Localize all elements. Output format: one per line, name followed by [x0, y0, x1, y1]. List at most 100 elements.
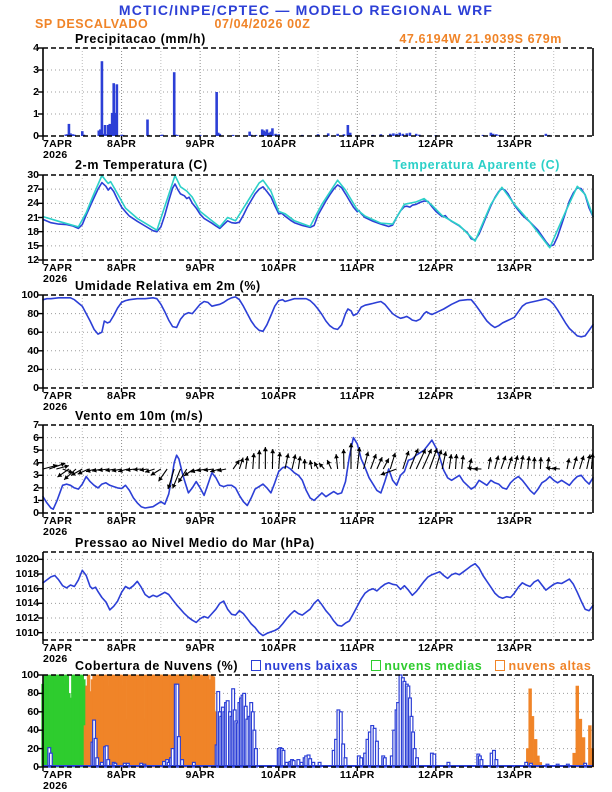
panel-title-precipitation: Precipitacao (mm/h) — [75, 32, 206, 46]
x-tick-label-pressure: 12APR — [418, 642, 454, 654]
x-tick-label-humidity: 11APR — [339, 390, 375, 402]
x-tick-label-precipitation: 10APR — [261, 138, 297, 150]
y-tick-label-pressure: 1012 — [15, 612, 39, 624]
x-axis-year-label-cloud-cover: 2026 — [43, 780, 68, 792]
y-tick-label-temperature: 15 — [27, 239, 39, 252]
y-tick-label-wind: 5 — [33, 444, 39, 457]
x-tick-label-temperature: 11APR — [339, 262, 375, 274]
x-tick-label-precipitation: 7APR — [43, 138, 73, 150]
x-tick-label-cloud-cover: 13APR — [496, 769, 533, 781]
chart-pressure — [38, 551, 594, 644]
y-tick-label-temperature: 21 — [27, 211, 39, 224]
legend-item-low-clouds: nuvens baixas — [251, 659, 358, 673]
plot-frame — [38, 174, 594, 264]
series-pressure — [42, 562, 594, 637]
series-precipitation — [64, 61, 551, 137]
y-tick-label-cloud-cover: 0 — [33, 761, 39, 773]
chart-wind — [38, 424, 595, 517]
chart-humidity — [38, 294, 594, 392]
x-tick-label-precipitation: 9APR — [185, 138, 215, 150]
station-label: SP DESCALVADO — [35, 17, 149, 31]
x-tick-label-pressure: 8APR — [106, 642, 137, 654]
x-tick-label-wind: 10APR — [261, 515, 297, 527]
y-tick-label-temperature: 30 — [27, 169, 39, 181]
x-tick-label-pressure: 10APR — [261, 642, 297, 654]
gridlines — [43, 48, 593, 136]
panel-title-row-precipitation: Precipitacao (mm/h) — [43, 32, 593, 46]
x-tick-label-temperature: 13APR — [496, 262, 533, 274]
y-tick-label-cloud-cover: 40 — [27, 724, 39, 737]
y-tick-label-humidity: 0 — [33, 382, 39, 394]
plot-frame — [38, 294, 594, 392]
x-tick-label-cloud-cover: 8APR — [106, 769, 137, 781]
x-tick-label-wind: 11APR — [339, 515, 375, 527]
y-tick-label-wind: 2 — [33, 481, 39, 494]
run-datetime: 07/04/2026 00Z — [214, 17, 311, 31]
x-tick-label-temperature: 8APR — [106, 262, 137, 274]
x-tick-label-cloud-cover: 11APR — [339, 769, 375, 781]
panel-title-temperature: 2-m Temperatura (C) — [75, 158, 208, 172]
station-coordinates: 47.6194W 21.9039S 679m — [399, 32, 562, 46]
plot-frame — [38, 47, 594, 140]
x-tick-label-precipitation: 13APR — [496, 138, 533, 150]
y-tick-label-wind: 7 — [33, 419, 39, 431]
y-tick-label-precipitation: 2 — [33, 86, 39, 98]
panel-title-apparent-temperature: Temperatura Aparente (C) — [392, 158, 560, 172]
x-tick-label-pressure: 9APR — [185, 642, 215, 654]
y-tick-label-wind: 1 — [33, 494, 39, 507]
legend-item-high-clouds: nuvens altas — [495, 659, 591, 673]
plot-frame — [38, 551, 594, 644]
series-wind — [42, 436, 595, 510]
panel-title-row-pressure: Pressao ao Nivel Medio do Mar (hPa) — [43, 536, 593, 550]
x-tick-label-humidity: 10APR — [261, 390, 297, 402]
panel-title-row-humidity: Umidade Relativa em 2m (%) — [43, 279, 593, 293]
x-tick-label-temperature: 10APR — [261, 262, 297, 274]
y-tick-label-temperature: 27 — [27, 183, 39, 196]
panel-title-humidity: Umidade Relativa em 2m (%) — [75, 279, 261, 293]
y-tick-label-temperature: 24 — [27, 197, 39, 210]
x-tick-label-temperature: 7APR — [43, 262, 73, 274]
x-tick-label-cloud-cover: 9APR — [185, 769, 215, 781]
series-temperature — [42, 174, 594, 249]
panel-title-cloud-cover: Cobertura de Nuvens (%) — [75, 659, 239, 673]
x-axis-year-label-temperature: 2026 — [43, 273, 68, 285]
y-tick-label-cloud-cover: 100 — [21, 669, 39, 681]
plot-frame — [38, 674, 594, 771]
y-tick-label-cloud-cover: 60 — [27, 705, 39, 718]
legend-item-mid-clouds: nuvens medias — [371, 659, 482, 673]
panel-title-wind: Vento em 10m (m/s) — [75, 409, 204, 423]
y-tick-label-humidity: 20 — [27, 363, 39, 376]
x-tick-label-temperature: 9APR — [185, 262, 215, 274]
x-axis-year-label-wind: 2026 — [43, 526, 68, 538]
y-tick-label-precipitation: 0 — [33, 130, 39, 142]
y-tick-label-pressure: 1016 — [15, 582, 39, 595]
legend-swatch-mid-clouds-icon — [371, 660, 382, 671]
x-axis-year-label-humidity: 2026 — [43, 401, 68, 413]
x-tick-label-humidity: 13APR — [496, 390, 533, 402]
legend-swatch-high-clouds-icon — [495, 660, 506, 671]
y-tick-label-humidity: 40 — [27, 344, 39, 357]
series-humidity — [42, 296, 594, 338]
x-tick-label-wind: 13APR — [496, 515, 533, 527]
page-title: MCTIC/INPE/CPTEC — MODELO REGIONAL WRF — [118, 2, 494, 18]
y-tick-label-cloud-cover: 20 — [27, 742, 39, 755]
x-tick-label-cloud-cover: 12APR — [418, 769, 454, 781]
panel-title-row-temperature: 2-m Temperatura (C) Temperatura Aparente… — [43, 158, 593, 172]
y-tick-label-precipitation: 1 — [33, 108, 39, 120]
plot-frame — [38, 424, 594, 517]
gridlines — [43, 175, 593, 260]
x-tick-label-temperature: 12APR — [418, 262, 454, 274]
y-tick-label-wind: 6 — [33, 431, 39, 444]
chart-cloud-cover — [38, 674, 594, 771]
y-tick-label-humidity: 100 — [21, 289, 39, 301]
y-tick-label-cloud-cover: 80 — [27, 687, 39, 700]
y-tick-label-humidity: 80 — [27, 307, 39, 320]
x-tick-label-humidity: 9APR — [185, 390, 215, 402]
y-tick-label-pressure: 1018 — [15, 568, 39, 580]
x-tick-label-precipitation: 11APR — [339, 138, 375, 150]
y-tick-label-pressure: 1010 — [15, 626, 39, 639]
panel-title-row-cloud-cover: Cobertura de Nuvens (%) nuvens baixas nu… — [43, 659, 593, 673]
x-tick-label-wind: 12APR — [418, 515, 454, 527]
y-tick-label-wind: 0 — [33, 507, 39, 519]
x-tick-label-wind: 8APR — [106, 515, 137, 527]
